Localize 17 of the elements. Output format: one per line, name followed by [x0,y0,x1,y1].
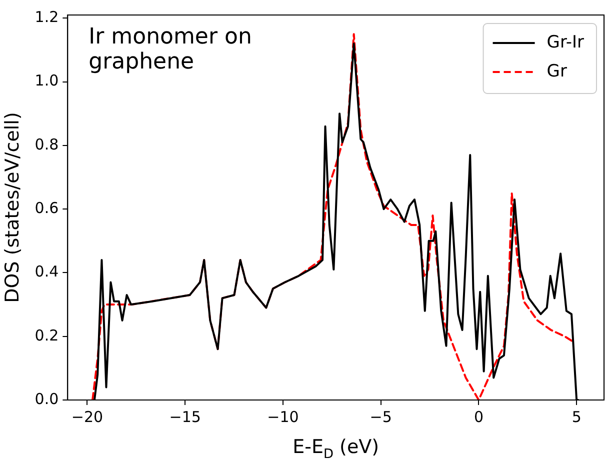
y-tick-label: 0.4 [34,262,59,281]
y-tick-label: 0.2 [34,326,59,344]
y-tick-label: 1.2 [34,8,59,26]
x-tick-label: 5 [572,408,582,426]
x-tick-label: −15 [169,408,201,426]
y-axis-title: DOS (states/eV/cell) [1,112,24,303]
legend-label: Gr-Ir [546,32,584,52]
y-tick-label: 0.0 [34,390,59,408]
annotation: Ir monomer on graphene [88,24,252,75]
y-tick-label: 0.8 [34,135,59,154]
x-tick-label: 0 [474,408,484,426]
x-tick-label: −20 [71,408,104,426]
x-tick-label: −5 [370,408,392,426]
legend-label: Gr [546,61,567,82]
x-tick-label: −10 [267,408,299,426]
y-tick-label: 0.6 [34,198,59,217]
y-tick-label: 1.0 [34,72,59,90]
